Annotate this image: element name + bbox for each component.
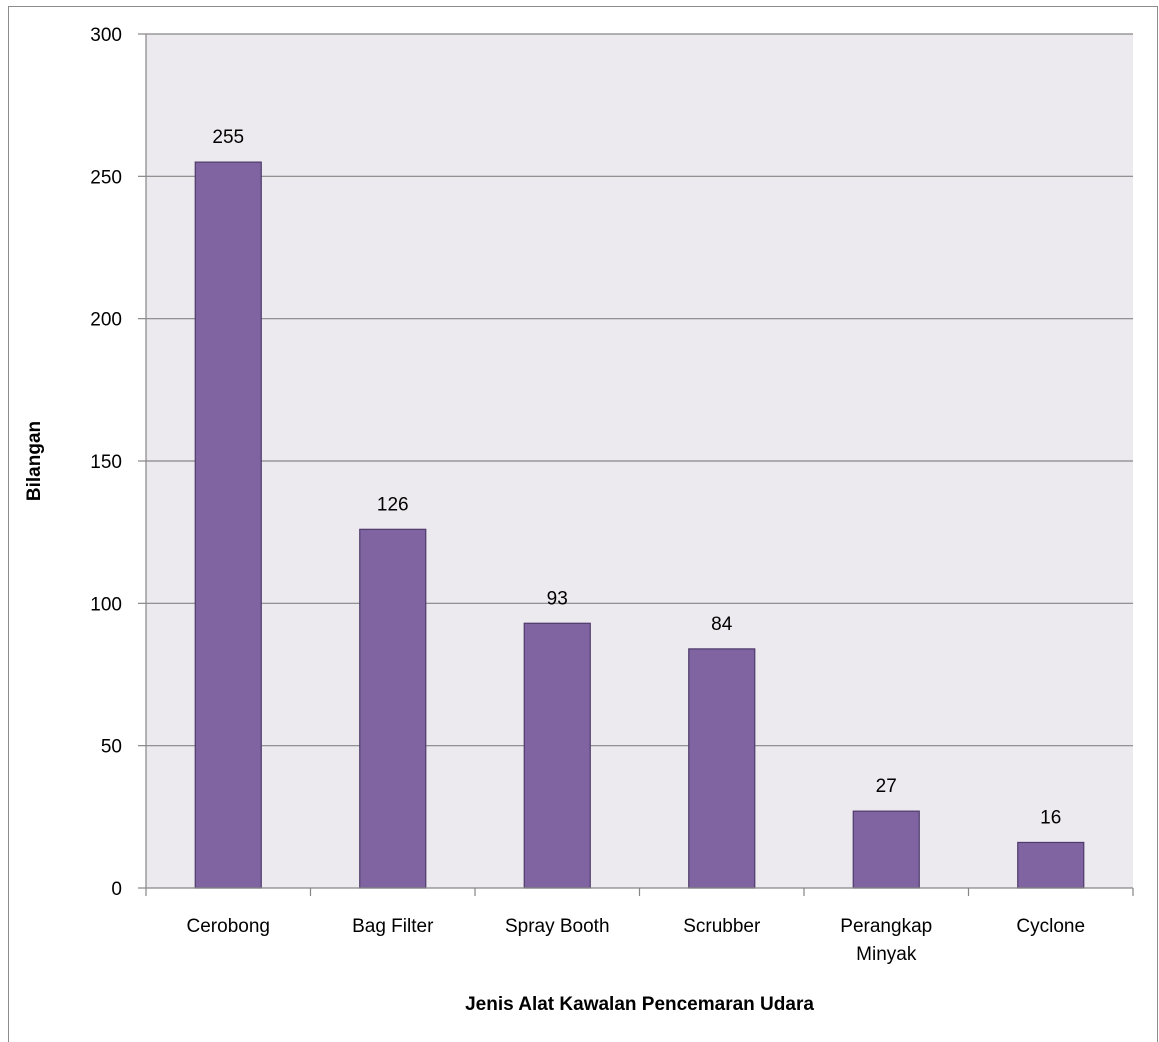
gridlines [146,33,1133,747]
data-labels: 255 126 93 84 27 16 [212,127,1061,828]
data-label: 255 [212,127,244,148]
x-tick-label: Scrubber [683,916,761,937]
data-label: 27 [876,776,897,797]
x-tick-label: Perangkap Minyak [840,916,932,965]
y-tick-label: 100 [90,594,122,615]
y-tick-label: 200 [90,310,122,331]
bar [1017,841,1085,889]
data-label: 126 [377,494,409,515]
bars [194,161,1085,889]
bar [194,161,262,889]
x-tick-label: Cerobong [187,916,270,937]
data-label: 93 [547,588,568,609]
x-tick-label: Cyclone [1016,916,1085,937]
bar [359,528,427,889]
x-axis-title: Jenis Alat Kawalan Pencemaran Udara [465,994,814,1015]
y-tick-labels: 0 50 100 150 200 250 300 [90,25,122,900]
y-tick-label: 300 [90,25,122,46]
x-tick-label: Spray Booth [505,916,610,937]
y-axis-title: Bilangan [24,421,45,501]
bar [523,622,591,889]
x-tick-labels: Cerobong Bag Filter Spray Booth Scrubber Per… [187,916,1086,965]
bar [852,810,920,889]
axes [138,33,1134,896]
y-tick-label: 50 [101,737,122,758]
x-tick-label: Bag Filter [352,916,434,937]
y-tick-label: 0 [111,879,122,900]
y-tick-label: 150 [90,452,122,473]
bar [688,648,756,889]
data-label: 16 [1040,807,1061,828]
data-label: 84 [711,614,733,635]
y-tick-label: 250 [90,167,122,188]
